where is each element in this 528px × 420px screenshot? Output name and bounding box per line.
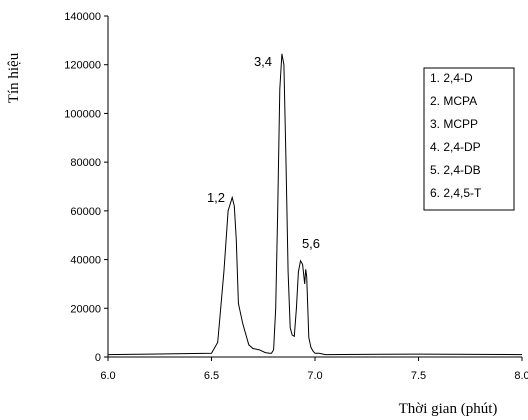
- legend-box: [423, 67, 515, 211]
- y-tick-label: 40000: [70, 255, 101, 267]
- y-tick-label: 0: [95, 352, 101, 364]
- legend-item: 6. 2,4,5-T: [430, 186, 482, 200]
- legend-item: 2. MCPA: [430, 94, 477, 108]
- x-tick-label: 6.5: [204, 370, 219, 382]
- peak-label-5-6: 5,6: [302, 236, 320, 251]
- y-axis-ticks: 0 20000 40000 60000 80000 100000 120000 140000: [64, 11, 108, 364]
- legend: 1. 2,4-D 2. MCPA 3. MCPP 4. 2,4-DP 5. 2,…: [423, 67, 515, 211]
- peak-label-3-4: 3,4: [254, 54, 272, 69]
- y-axis-title: Tín hiệu: [6, 52, 22, 103]
- series-line: [107, 53, 523, 356]
- legend-item: 1. 2,4-D: [430, 71, 473, 85]
- y-tick-label: 120000: [64, 60, 101, 72]
- y-tick-label: 140000: [64, 11, 101, 23]
- y-tick-label: 60000: [70, 206, 101, 218]
- y-tick-label: 80000: [70, 157, 101, 169]
- peak-label-1-2: 1,2: [207, 190, 225, 205]
- x-tick-label: 6.0: [100, 370, 115, 382]
- x-tick-label: 8.0: [514, 370, 528, 382]
- legend-item: 5. 2,4-DB: [430, 163, 481, 177]
- y-tick-label: 20000: [70, 303, 101, 315]
- y-tick-label: 100000: [64, 108, 101, 120]
- x-tick-label: 7.5: [411, 370, 426, 382]
- x-axis-ticks: 6.0 6.5 7.0 7.5 8.0: [100, 357, 528, 382]
- x-axis-title: Thời gian (phút): [399, 401, 498, 417]
- x-tick-label: 7.0: [307, 370, 322, 382]
- legend-item: 4. 2,4-DP: [430, 140, 481, 154]
- legend-item: 3. MCPP: [430, 117, 478, 131]
